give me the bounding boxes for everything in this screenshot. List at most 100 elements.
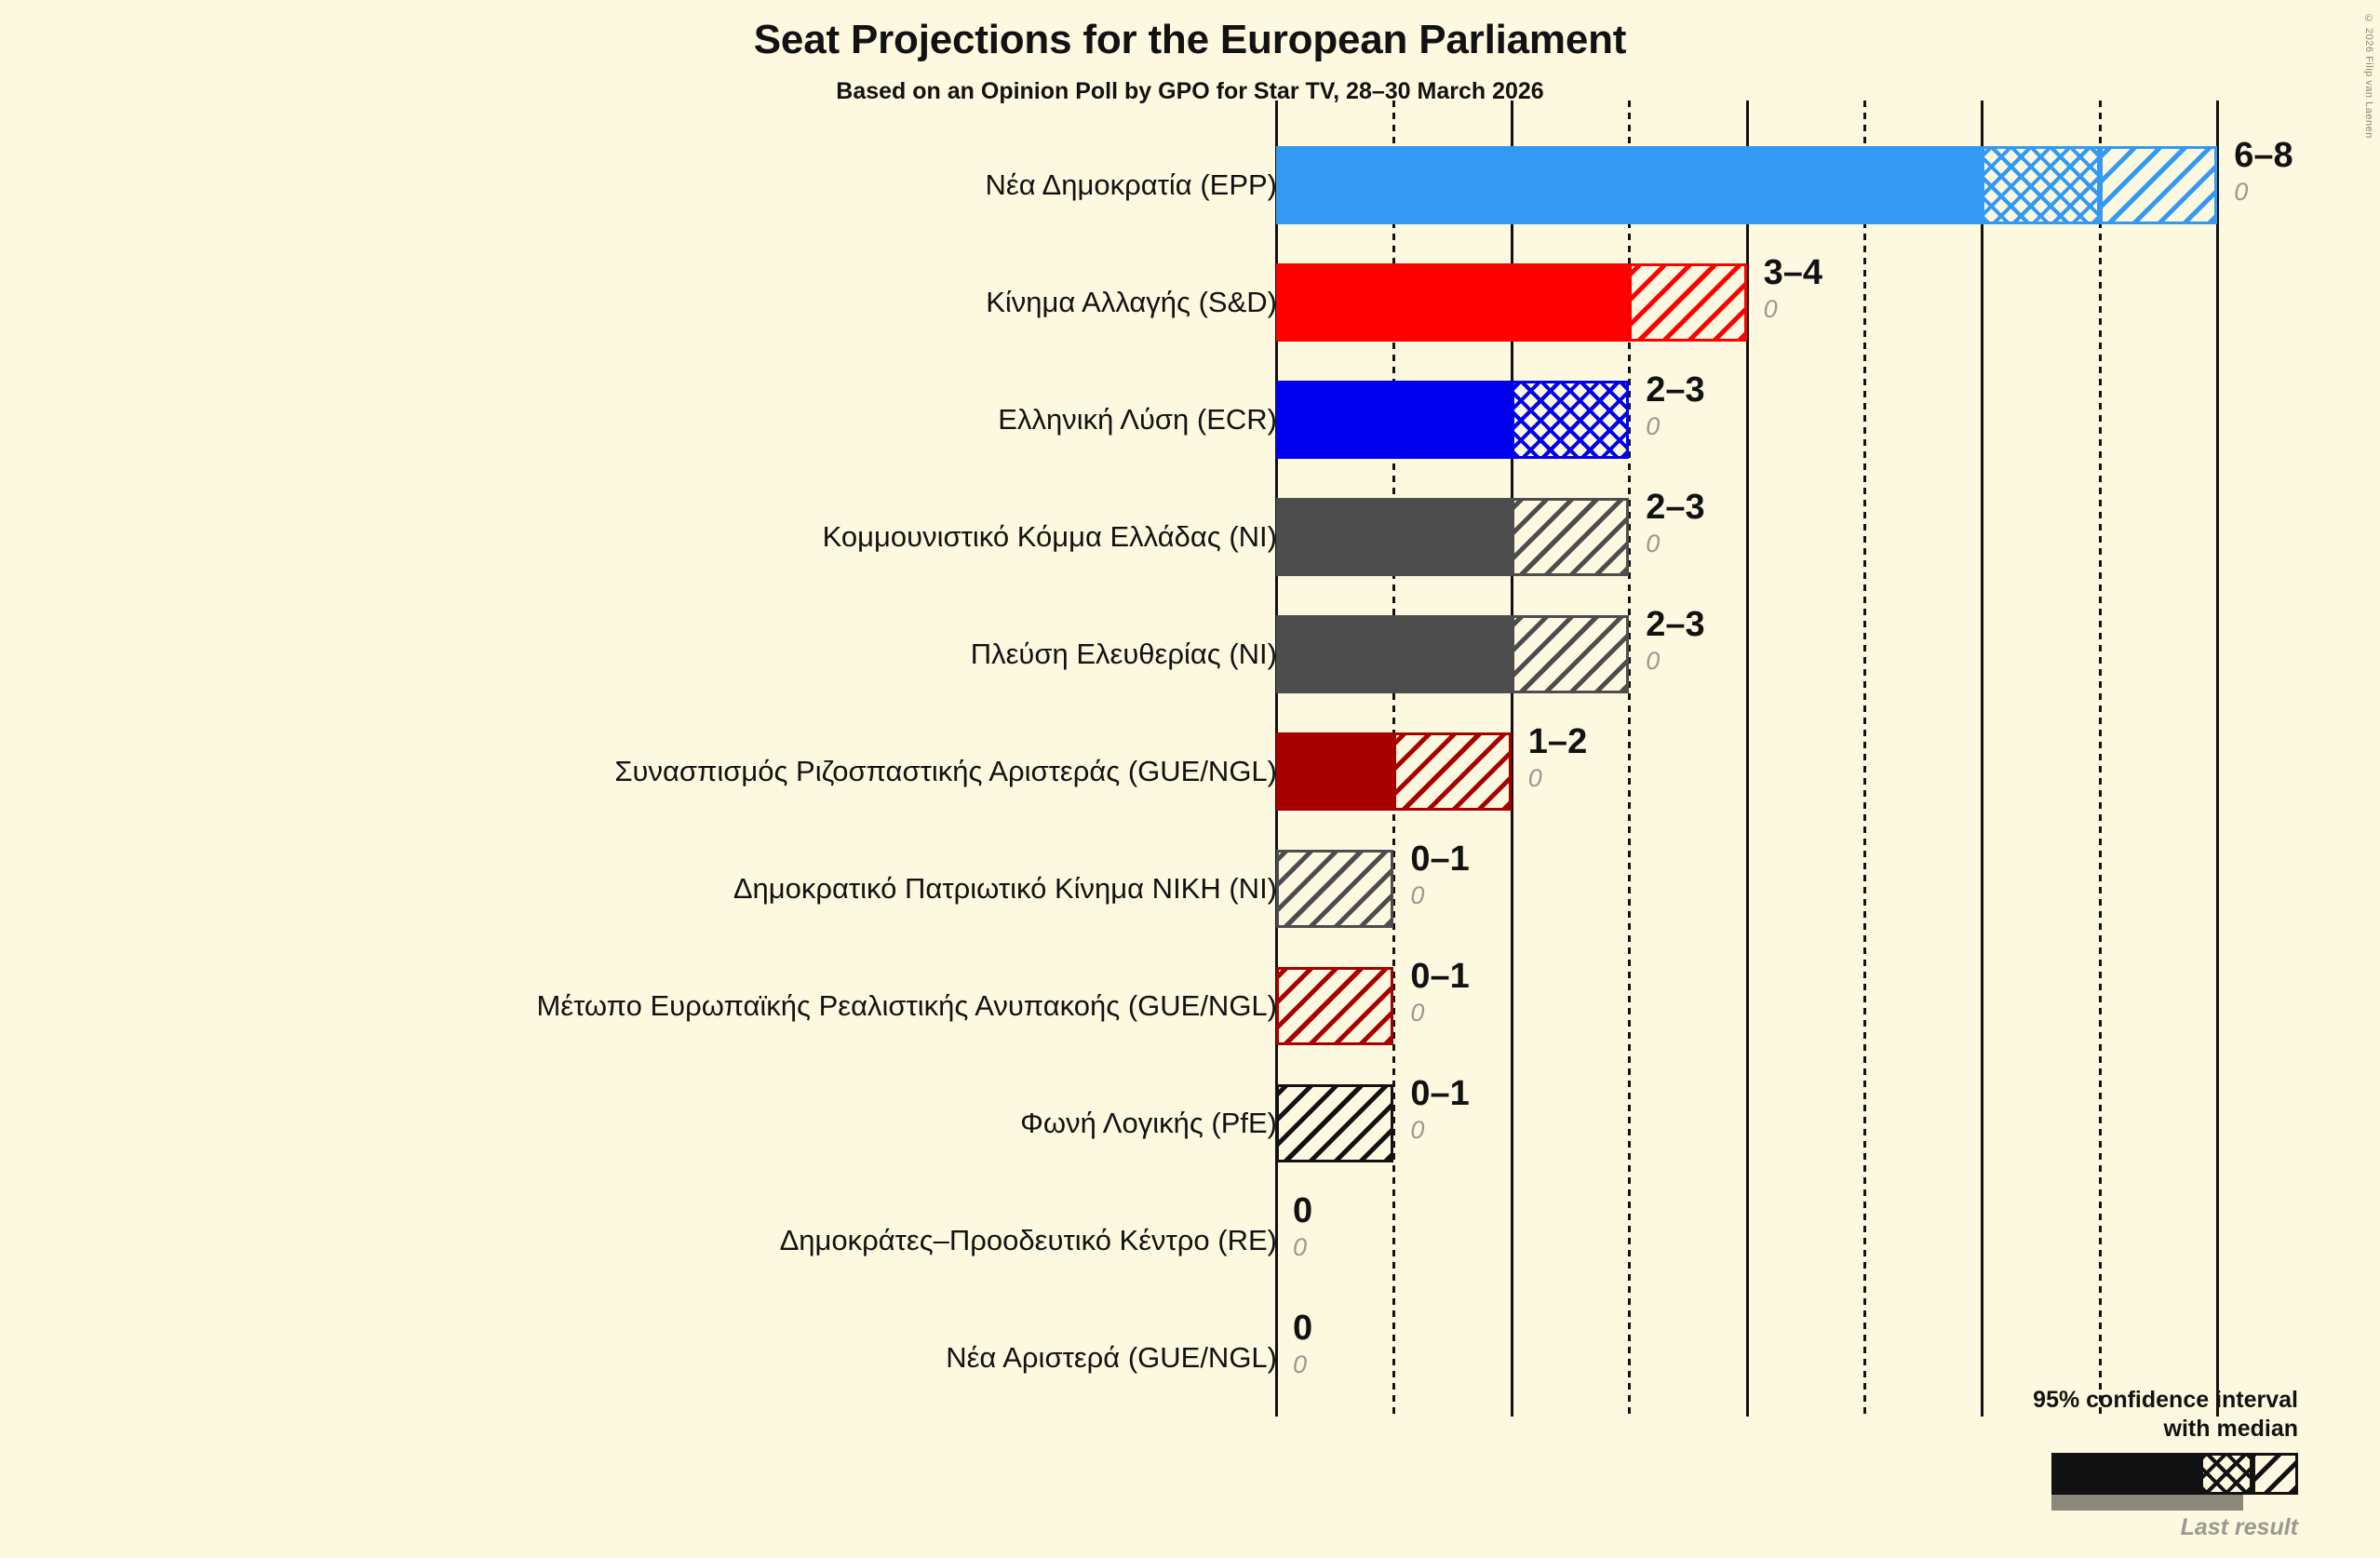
seat-range-label: 0 xyxy=(1293,1309,1313,1348)
bar-segment-solid xyxy=(1276,732,1394,811)
party-label: Δημοκράτες–Προοδευτικό Κέντρο (RE) xyxy=(779,1224,1277,1256)
last-result-value: 0 xyxy=(1646,530,1661,557)
ci-bar xyxy=(1276,615,1630,693)
legend-upper-segment xyxy=(2252,1453,2298,1495)
last-result-value: 0 xyxy=(1410,1116,1425,1144)
bar-segment-median xyxy=(1982,146,2100,224)
party-label: Νέα Αριστερά (GUE/NGL) xyxy=(946,1341,1277,1374)
last-result-value: 0 xyxy=(1293,1350,1308,1378)
last-result-value: 0 xyxy=(1646,412,1661,440)
party-label: Ελληνική Λύση (ECR) xyxy=(998,403,1277,436)
bar-row: Νέα Αριστερά (GUE/NGL) 0 0 xyxy=(0,1299,2380,1417)
bar-row: Κομμουνιστικό Κόμμα Ελλάδας (NI) 2–3 0 xyxy=(0,478,2380,596)
value-group: 3–4 0 xyxy=(1764,251,1822,324)
ci-bar xyxy=(1276,1319,1277,1397)
bar-row: Πλεύση Ελευθερίας (NI) 2–3 0 xyxy=(0,596,2380,713)
gridline-solid-6 xyxy=(1981,101,1984,1417)
seat-range-label: 6–8 xyxy=(2234,136,2293,175)
gridline-solid-8 xyxy=(2216,101,2220,1417)
legend-line-1: 95% confidence interval xyxy=(2033,1387,2298,1413)
seat-range-label: 1–2 xyxy=(1527,722,1588,761)
ci-bar xyxy=(1276,1084,1394,1162)
bar-segment-solid xyxy=(1276,146,1983,224)
bar-segment-upper xyxy=(1629,263,1747,342)
bar-row: Μέτωπο Ευρωπαϊκής Ρεαλιστικής Ανυπακοής … xyxy=(0,947,2380,1065)
gridline-dotted-3 xyxy=(1628,101,1632,1417)
page-title: Seat Projections for the European Parlia… xyxy=(753,17,1627,62)
seat-range-label: 0 xyxy=(1293,1191,1313,1230)
bar-segment-solid xyxy=(1276,615,1512,693)
legend-last-result-label: Last result xyxy=(2180,1514,2298,1540)
copyright-notice: © 2026 Filip van Laenen xyxy=(2363,13,2374,139)
bar-row: Κίνημα Αλλαγής (S&D) 3–4 0 xyxy=(0,244,2380,361)
party-label: Νέα Δημοκρατία (EPP) xyxy=(985,168,1277,201)
ci-bar xyxy=(1276,146,2218,224)
value-group: 2–3 0 xyxy=(1646,486,1704,558)
last-result-value: 0 xyxy=(1646,647,1661,675)
party-label: Μέτωπο Ευρωπαϊκής Ρεαλιστικής Ανυπακοής … xyxy=(536,989,1277,1022)
bar-row: Ελληνική Λύση (ECR) 2–3 0 xyxy=(0,361,2380,478)
bar-segment-solid xyxy=(1276,263,1630,342)
party-label: Συνασπισμός Ριζοσπαστικής Αριστεράς (GUE… xyxy=(614,755,1277,787)
ci-bar xyxy=(1276,498,1630,576)
value-group: 0–1 0 xyxy=(1410,838,1469,910)
bar-row: Δημοκράτες–Προοδευτικό Κέντρο (RE) 0 0 xyxy=(0,1182,2380,1299)
legend-line-2: with median xyxy=(2163,1416,2298,1442)
last-result-value: 0 xyxy=(1527,764,1542,792)
bar-row: Νέα Δημοκρατία (EPP) 6–8 0 xyxy=(0,127,2380,244)
legend-solid-segment xyxy=(2051,1453,2200,1495)
seat-range-label: 0–1 xyxy=(1410,1074,1470,1113)
legend-median-segment xyxy=(2200,1453,2252,1495)
chart-legend: 95% confidence interval with median Last… xyxy=(2000,1386,2298,1541)
bar-segment-solid xyxy=(1276,498,1512,576)
bar-segment-upper xyxy=(1511,615,1630,693)
party-label: Κίνημα Αλλαγής (S&D) xyxy=(986,286,1277,318)
last-result-value: 0 xyxy=(1293,1233,1308,1261)
last-result-value: 0 xyxy=(1410,999,1425,1027)
seat-range-label: 2–3 xyxy=(1646,605,1705,644)
last-result-value: 0 xyxy=(1410,881,1425,909)
legend-last-result-swatch xyxy=(2051,1495,2243,1511)
last-result-value: 0 xyxy=(2234,178,2249,206)
bar-segment-upper xyxy=(1276,1084,1394,1162)
bar-row: Δημοκρατικό Πατριωτικό Κίνημα ΝΙΚΗ (NI) 0… xyxy=(0,830,2380,947)
gridline-dotted-5 xyxy=(1863,101,1866,1417)
party-label: Κομμουνιστικό Κόμμα Ελλάδας (NI) xyxy=(822,520,1277,553)
ci-bar xyxy=(1276,1202,1277,1280)
ci-bar xyxy=(1276,381,1630,459)
seat-range-label: 2–3 xyxy=(1646,370,1705,410)
bar-segment-upper xyxy=(1276,967,1394,1045)
last-result-value: 0 xyxy=(1763,295,1778,323)
value-group: 2–3 0 xyxy=(1646,603,1704,676)
chart-subtitle: Based on an Opinion Poll by GPO for Star… xyxy=(836,78,1544,104)
gridline-solid-4 xyxy=(1745,101,1749,1417)
bar-segment-upper xyxy=(1276,850,1394,928)
gridline-solid-2 xyxy=(1510,101,1513,1417)
bar-segment-upper xyxy=(1511,498,1630,576)
bar-row: Συνασπισμός Ριζοσπαστικής Αριστεράς (GUE… xyxy=(0,713,2380,830)
value-group: 0–1 0 xyxy=(1410,1072,1469,1145)
bar-segment-solid xyxy=(1276,381,1512,459)
ci-bar xyxy=(1276,263,1747,342)
bar-segment-upper xyxy=(1393,732,1512,811)
ci-bar xyxy=(1276,732,1512,811)
seat-range-label: 0–1 xyxy=(1410,839,1470,879)
bar-segment-median xyxy=(1511,381,1630,459)
party-label: Πλεύση Ελευθερίας (NI) xyxy=(970,638,1277,670)
seat-range-label: 2–3 xyxy=(1646,488,1705,527)
ci-bar xyxy=(1276,967,1394,1045)
seat-range-label: 3–4 xyxy=(1763,253,1822,292)
legend-swatch xyxy=(2000,1453,2298,1511)
value-group: 2–3 0 xyxy=(1646,369,1704,441)
value-group: 1–2 0 xyxy=(1528,720,1587,793)
gridline-dotted-7 xyxy=(2098,101,2102,1417)
party-label: Φωνή Λογικής (PfE) xyxy=(1020,1107,1277,1139)
bar-segment-upper xyxy=(2099,146,2218,224)
bar-row: Φωνή Λογικής (PfE) 0–1 0 xyxy=(0,1065,2380,1182)
legend-ci-bar xyxy=(2051,1453,2298,1495)
party-label: Δημοκρατικό Πατριωτικό Κίνημα ΝΙΚΗ (NI) xyxy=(733,872,1277,905)
value-group: 6–8 0 xyxy=(2234,134,2293,207)
